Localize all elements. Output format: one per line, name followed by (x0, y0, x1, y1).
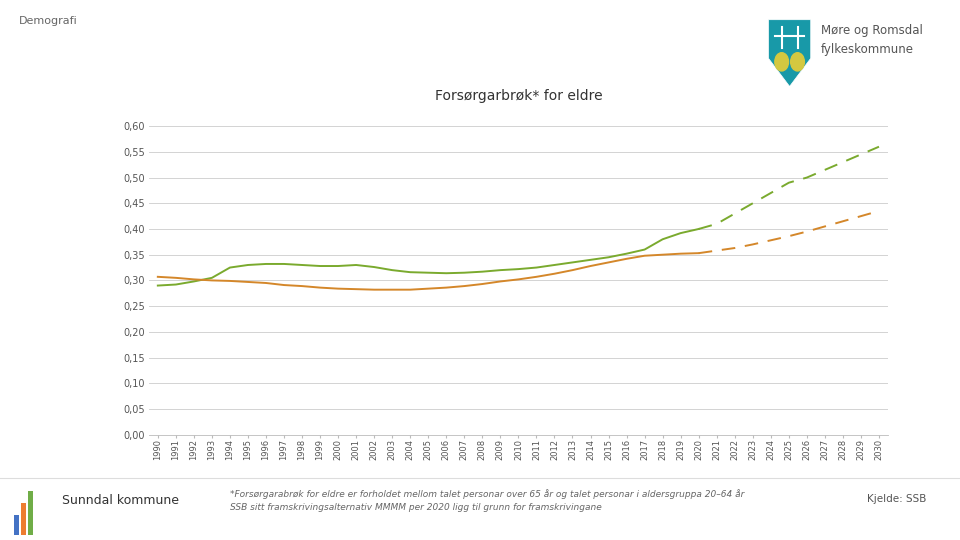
Bar (29, 491, 34, 535)
Bar (14, 515, 19, 535)
Legend: Sunndal historisk utvikling, Framskriving 2020-2030, Møre og Romsdal historisk u: Sunndal historisk utvikling, Framskrivin… (309, 537, 728, 540)
Text: Sunndal kommune: Sunndal kommune (62, 494, 180, 507)
Text: Møre og Romsdal: Møre og Romsdal (821, 24, 923, 37)
Text: Demografi: Demografi (19, 16, 78, 26)
Circle shape (775, 53, 788, 71)
Title: Forsørgarbrøk* for eldre: Forsørgarbrøk* for eldre (435, 89, 602, 103)
Polygon shape (768, 19, 811, 86)
Text: SSB sitt framskrivingsalternativ MMMM per 2020 ligg til grunn for framskrivingan: SSB sitt framskrivingsalternativ MMMM pe… (230, 503, 602, 512)
Circle shape (791, 53, 804, 71)
Text: Kjelde: SSB: Kjelde: SSB (867, 494, 926, 504)
Text: *Forsørgarabrøk for eldre er forholdet mellom talet personar over 65 år og talet: *Forsørgarabrøk for eldre er forholdet m… (230, 489, 745, 498)
Text: fylkeskommune: fylkeskommune (821, 43, 914, 56)
Bar (21, 503, 26, 535)
